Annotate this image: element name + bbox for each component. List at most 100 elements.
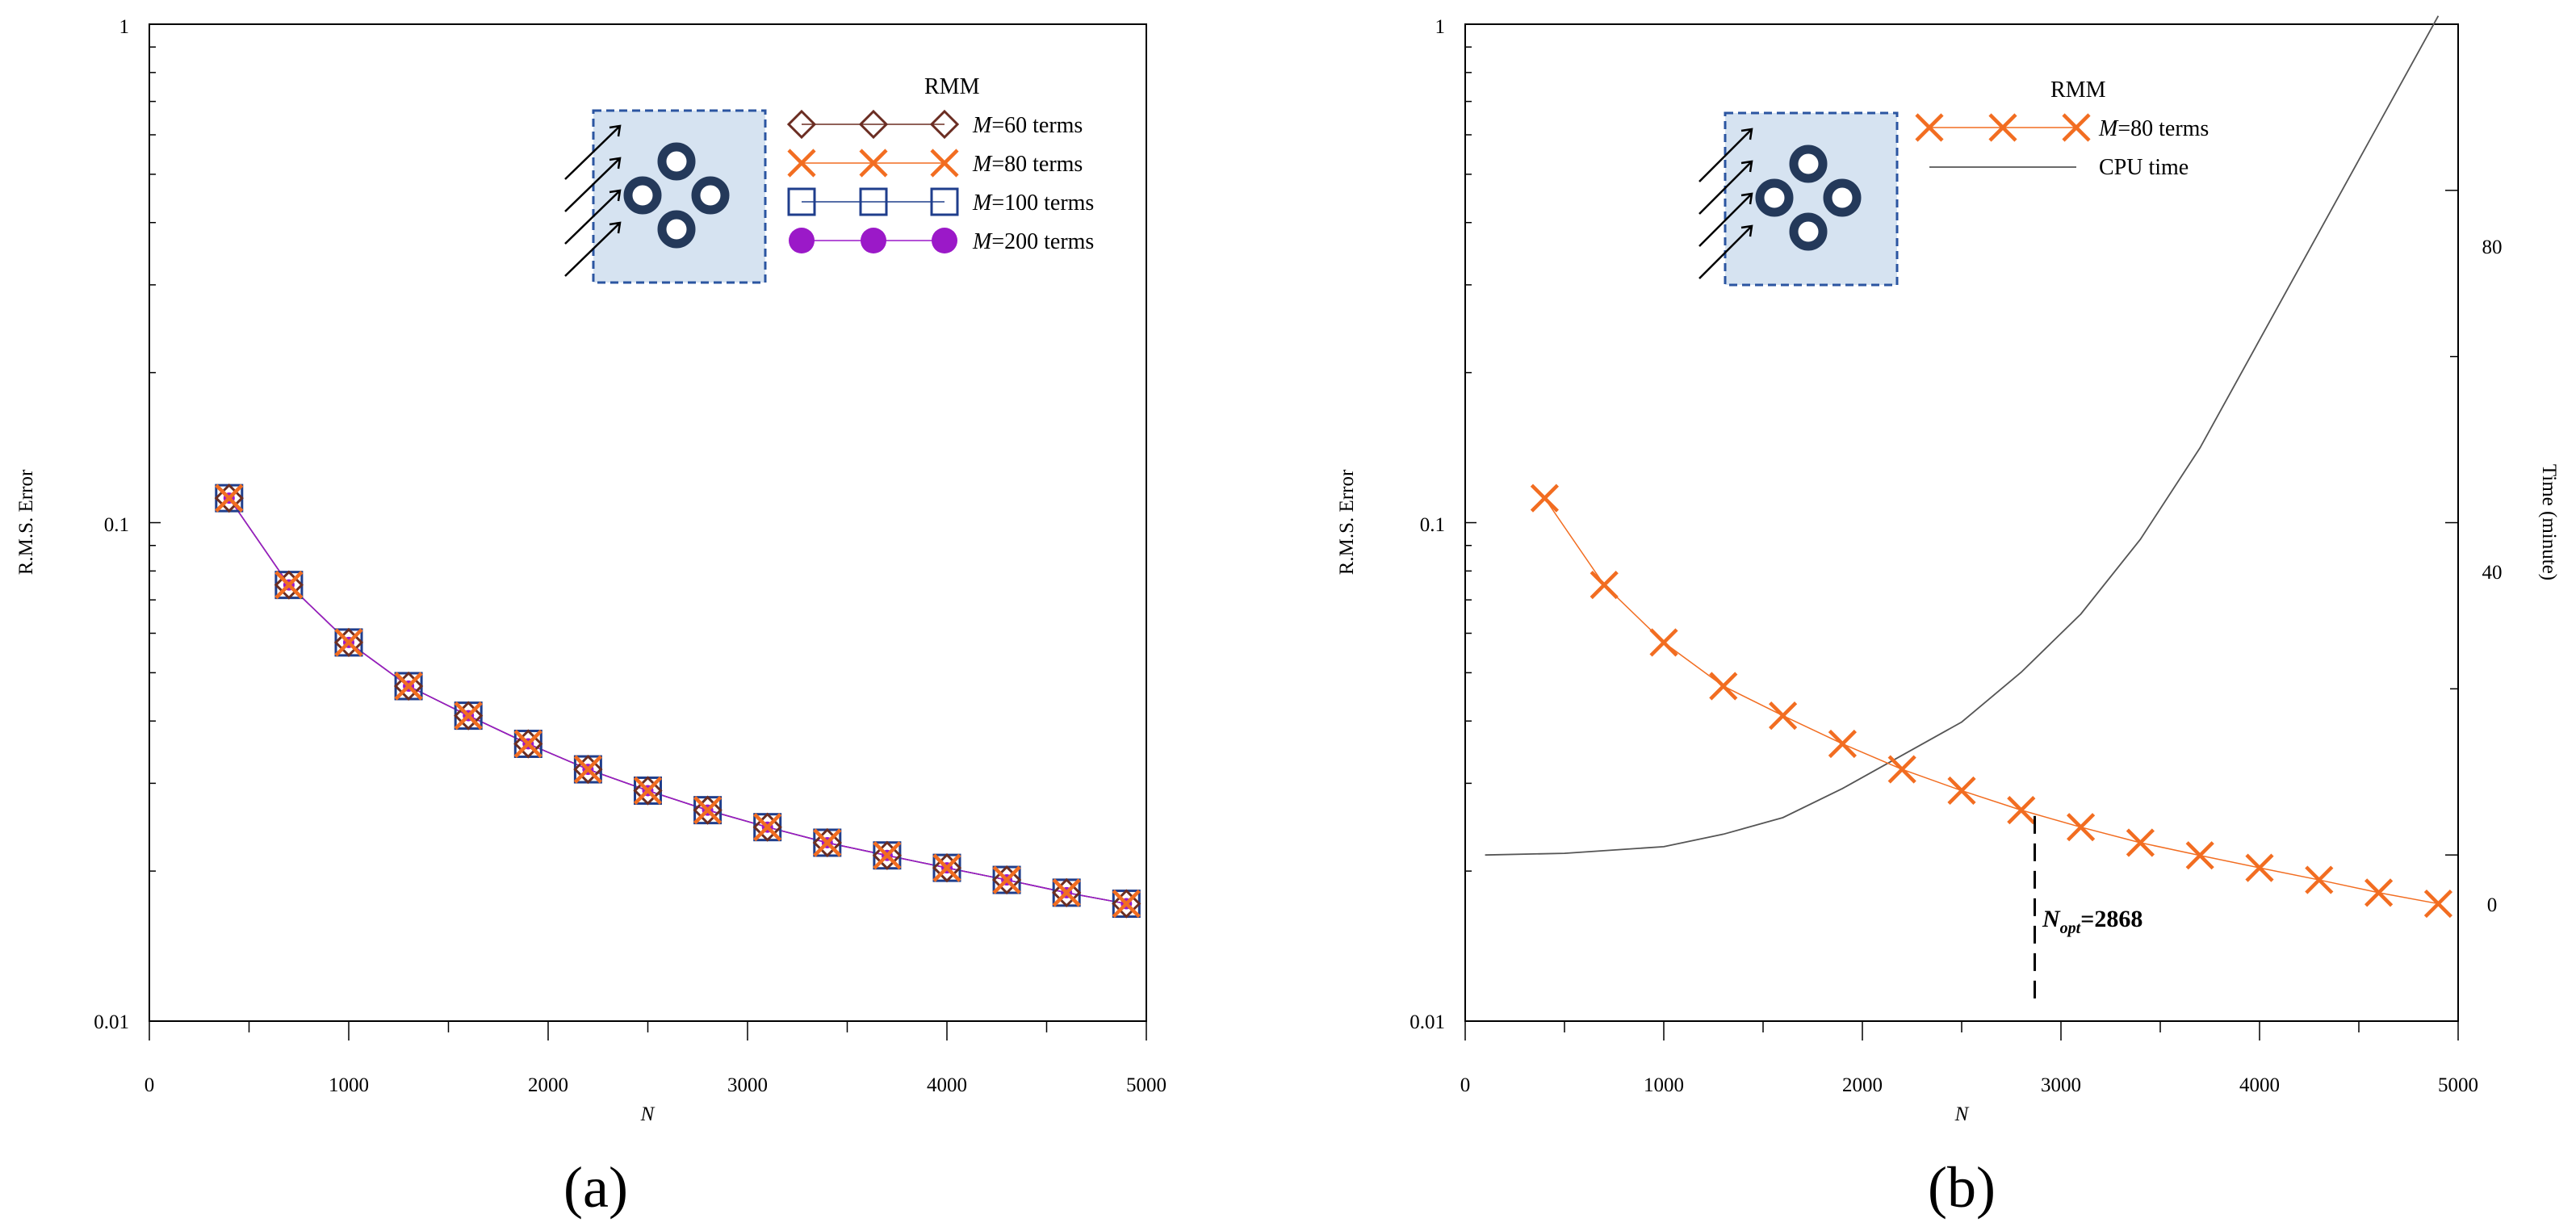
series-group-a [214,483,1141,919]
data-point [573,755,602,784]
data-point [2364,878,2394,907]
y2-axis-label: Time (minute) [2538,464,2560,580]
cylinder-icon [691,176,730,215]
data-point [932,853,961,882]
data-point [394,672,423,701]
inset-box [1724,111,1899,287]
data-point [812,827,842,858]
data-point [2245,853,2274,882]
arrow-icon [1698,128,1753,182]
legend-marker [1988,113,2017,142]
data-point [2305,865,2334,894]
legend-marker [859,187,888,216]
y-minor-ticks-a [149,23,161,1022]
data-point [2423,889,2452,919]
legend-label: CPU time [2099,155,2189,180]
panel-label-b: (b) [1928,1155,1996,1220]
y-tick-label: 1 [119,16,130,38]
legend-marker [932,228,957,253]
inset-diagram-b [1698,111,1899,287]
cylinder-icon [657,210,696,249]
cylinder-icon [1789,212,1828,251]
y-tick-label: 0.01 [94,1011,129,1033]
legend-marker [1915,113,1944,142]
data-point [215,484,244,513]
arrow-icon [564,157,622,212]
data-point [2067,813,2096,842]
x-tick-label: 4000 [927,1074,967,1096]
data-point [693,796,723,825]
inset-box [592,109,767,284]
x-tick-label: 3000 [2041,1074,2081,1096]
arrow-icon [1698,192,1753,247]
cylinder-icon [623,176,662,215]
legend-title: RMM [924,74,980,99]
data-point [573,754,603,785]
y-tick-label: 1 [1435,16,1446,38]
incident-wave-arrows [564,124,622,277]
data-point [1947,776,1976,806]
x-tick-label: 2000 [528,1074,568,1096]
legend-label: M=100 terms [972,191,1094,216]
y2-tick-label: 40 [2482,562,2503,584]
y-minor-ticks-b [1465,23,1476,1022]
legend-title: RMM [2050,77,2106,103]
series-line [228,497,1127,905]
n-opt-label-sub: opt [2060,919,2082,937]
legend-label-rest: =60 terms [991,113,1083,138]
x-axis-label: N [640,1103,656,1125]
series-line [1544,497,2439,905]
y2-tick-label: 0 [2487,894,2498,916]
data-point [393,671,424,701]
data-point [513,729,542,759]
legend-marker [859,149,888,178]
cpu-time-line [1485,15,2440,856]
data-point [872,840,903,870]
y2-tick-marks-b [2445,23,2458,1022]
data-point [633,776,663,806]
data-point [1052,877,1082,908]
legend-marker [930,149,959,178]
n-opt-label: Nopt=2868 [2042,906,2142,937]
data-point [1530,484,1559,513]
legend-marker [929,109,960,140]
legend-label-rest: =80 terms [2117,116,2209,141]
arrow-icon [564,189,622,245]
series-group-b [1485,15,2452,919]
inset-diagram-a [564,109,767,284]
legend-label-m: M [972,152,993,177]
legend-markers-a [786,109,960,253]
x-tick-label: 5000 [1126,1074,1167,1096]
legend-label-m: M [2098,116,2119,141]
data-point [513,729,543,759]
n-opt-label-rest: =2868 [2080,906,2142,932]
data-point [693,795,723,825]
data-point [2007,796,2036,825]
data-point [1828,729,1857,759]
data-point [1112,889,1141,919]
data-point [932,852,962,883]
y-axis-label: R.M.S. Error [15,469,37,575]
legend-marker [861,228,886,253]
y-axis-label: R.M.S. Error [1336,469,1358,575]
x-axis-label: N [1954,1103,1970,1125]
data-point [992,865,1021,894]
legend-label: M=80 terms [2098,116,2209,141]
x-tick-label: 3000 [727,1074,768,1096]
data-point [1649,628,1678,657]
x-tick-marks-b [1464,1021,2459,1040]
series-line [228,497,1127,905]
legend-marker [930,187,959,216]
data-point [274,571,304,600]
x-tick-marks-a [149,1021,1147,1040]
data-point [752,812,782,842]
y-tick-label: 0.01 [1409,1011,1445,1033]
legend-b: RMM M=80 terms CPU time [1915,77,2209,180]
chart-a: 0 1000 2000 3000 4000 5000 0.01 0.1 1 N … [15,16,1167,1220]
panel-label-a: (a) [563,1155,628,1220]
arrow-icon [564,221,622,277]
x-tick-label: 2000 [1842,1074,1883,1096]
legend-marker [858,109,889,140]
incident-wave-arrows [1698,128,1753,279]
legend-label-m: M [972,191,993,216]
